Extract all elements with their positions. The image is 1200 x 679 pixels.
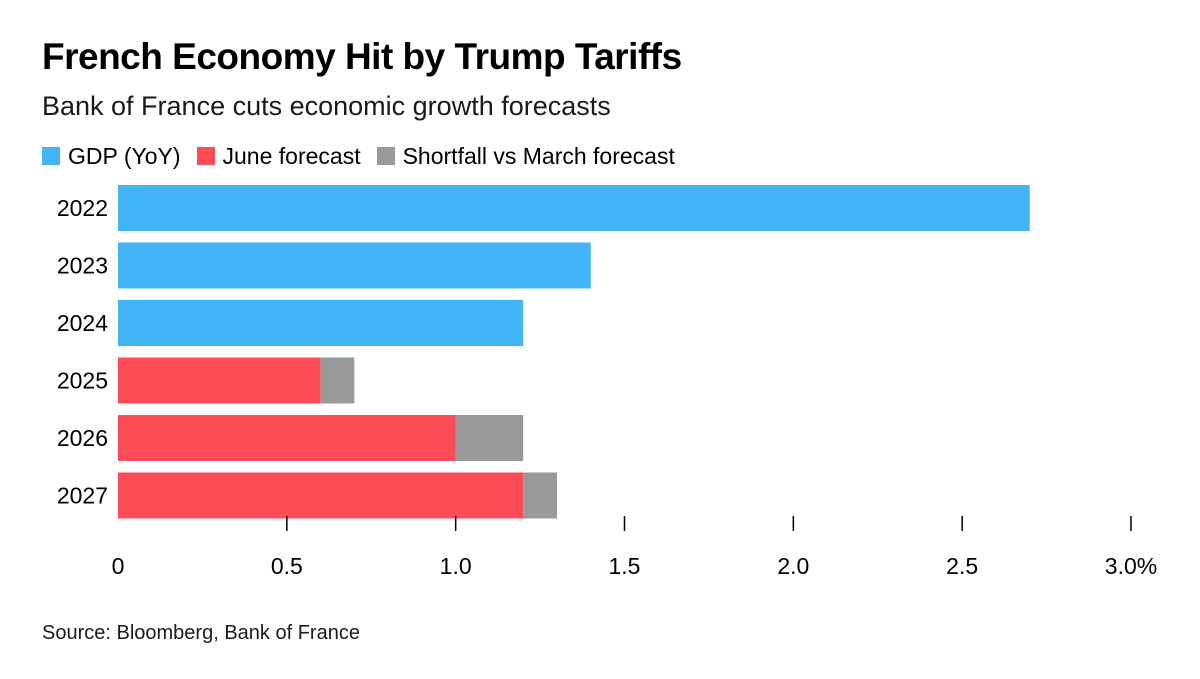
chart-title: French Economy Hit by Trump Tariffs [42,36,682,77]
legend-swatch-shortfall [376,147,395,165]
bar-2023-gdp-yoy [118,242,591,289]
x-tick-label-0.5: 0.5 [271,553,303,579]
legend-label-shortfall: Shortfall vs March forecast [402,142,675,169]
legend-swatch-june-forecast [196,147,215,165]
x-tick-label-1.5: 1.5 [609,553,641,579]
bar-2022-gdp-yoy [118,185,1030,231]
bar-2024-gdp-yoy [118,300,524,346]
bar-2025-june-forecast [118,357,321,404]
bar-2027-shortfall-vs-march-forecast [523,472,557,519]
legend-item-june-forecast: June forecast [196,142,361,170]
x-tick-label-2.0: 2.0 [777,553,809,579]
source-note: Source: Bloomberg, Bank of France [42,622,360,644]
bar-2026-june-forecast [118,415,456,461]
legend: GDP (YoY) June forecast Shortfall vs Mar… [42,141,691,171]
x-tick-label-1.0: 1.0 [440,553,472,579]
x-tick-label-0: 0 [112,553,125,579]
category-label-2023: 2023 [57,253,108,279]
bar-2026-shortfall-vs-march-forecast [455,415,524,461]
legend-label-gdp: GDP (YoY) [68,142,181,169]
category-label-2024: 2024 [57,310,108,336]
category-label-2022: 2022 [57,195,108,221]
legend-item-shortfall: Shortfall vs March forecast [376,142,675,170]
legend-label-june-forecast: June forecast [222,142,361,169]
bar-2025-shortfall-vs-march-forecast [320,357,355,404]
category-label-2027: 2027 [57,483,108,509]
chart-subtitle: Bank of France cuts economic growth fore… [42,91,611,121]
legend-item-gdp: GDP (YoY) [42,143,181,170]
x-tick-label-2.5: 2.5 [946,553,978,579]
category-label-2025: 2025 [57,368,108,394]
x-tick-label-3.0%: 3.0% [1105,553,1157,579]
bar-2027-june-forecast [118,472,524,519]
legend-swatch-gdp [42,147,60,165]
category-label-2026: 2026 [57,425,108,451]
